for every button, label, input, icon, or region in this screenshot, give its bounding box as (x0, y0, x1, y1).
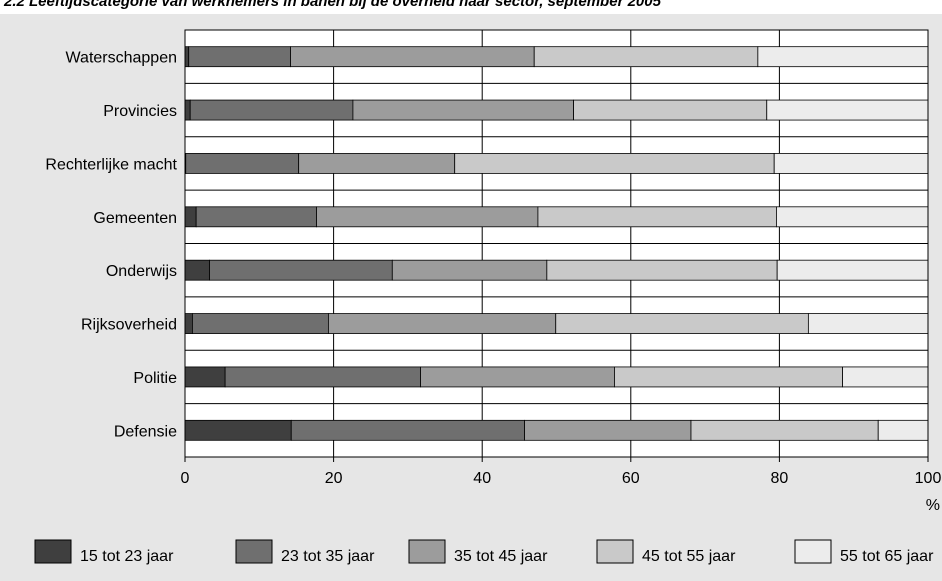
bar-5-1 (192, 313, 329, 334)
bar-1-3 (573, 99, 768, 121)
tick-label-3: 60 (622, 470, 640, 487)
bar-0-2 (290, 46, 535, 68)
legend-swatch-2 (408, 539, 446, 564)
bar-6-1 (224, 366, 421, 388)
bar-1-2 (352, 99, 574, 121)
bar-6-3 (614, 366, 843, 388)
bar-7-2 (524, 419, 692, 441)
bar-3-4 (776, 206, 929, 228)
bar-6-2 (420, 366, 615, 388)
bar-4-2 (391, 259, 548, 281)
bar-4-0 (184, 259, 210, 281)
category-label-4: Onderwijs (106, 263, 177, 280)
bar-0-0 (184, 46, 190, 68)
tick-label-2: 40 (473, 470, 491, 487)
category-label-6: Politie (133, 370, 177, 387)
category-label-3: Gemeenten (93, 210, 177, 227)
bar-0-1 (188, 46, 291, 68)
category-label-0: Waterschappen (66, 50, 177, 67)
bar-6-4 (842, 366, 929, 388)
bar-0-3 (533, 46, 759, 68)
legend-label-1: 23 tot 35 jaar (281, 548, 375, 565)
tick-label-1: 20 (325, 470, 343, 487)
bar-5-2 (327, 313, 557, 334)
tick-label-5: 100 (915, 470, 942, 487)
bar-7-4 (877, 419, 929, 441)
category-label-5: Rijksoverheid (81, 317, 177, 334)
bar-2-2 (298, 153, 456, 174)
bar-4-1 (209, 259, 393, 281)
legend-label-4: 55 tot 65 jaar (840, 548, 934, 565)
bar-2-4 (773, 153, 929, 174)
bar-3-3 (537, 206, 777, 228)
bar-1-4 (766, 99, 929, 121)
bar-3-2 (316, 206, 539, 228)
legend-swatch-0 (34, 539, 72, 564)
bar-3-1 (195, 206, 317, 228)
x-unit-label: % (926, 497, 940, 514)
legend-swatch-4 (794, 539, 832, 564)
bar-4-4 (776, 259, 929, 281)
tick-label-0: 0 (181, 470, 190, 487)
bar-5-0 (184, 313, 193, 334)
category-label-2: Rechterlijke macht (45, 156, 177, 173)
plot-frame (184, 29, 929, 458)
category-label-7: Defensie (114, 423, 177, 440)
tick-label-4: 80 (771, 470, 789, 487)
bar-1-1 (189, 99, 354, 121)
bar-2-1 (185, 153, 300, 174)
bar-0-4 (757, 46, 929, 68)
bar-7-1 (290, 419, 525, 441)
chart-title: 2.2 Leeftijdscategorie van werknemers in… (4, 0, 661, 10)
legend-swatch-3 (596, 539, 634, 564)
category-label-1: Provincies (103, 103, 177, 120)
bar-3-0 (184, 206, 197, 228)
bar-7-0 (184, 419, 292, 441)
title-strip: 2.2 Leeftijdscategorie van werknemers in… (0, 0, 942, 14)
bar-6-0 (184, 366, 226, 388)
bar-5-3 (555, 313, 809, 334)
legend-swatch-1 (235, 539, 273, 564)
bar-7-3 (690, 419, 879, 441)
legend-label-0: 15 tot 23 jaar (80, 548, 174, 565)
bar-4-3 (546, 259, 778, 281)
legend-label-3: 45 tot 55 jaar (642, 548, 736, 565)
bar-1-0 (184, 99, 191, 121)
bar-5-4 (807, 313, 929, 334)
bar-2-3 (454, 153, 775, 174)
legend-label-2: 35 tot 45 jaar (454, 548, 548, 565)
